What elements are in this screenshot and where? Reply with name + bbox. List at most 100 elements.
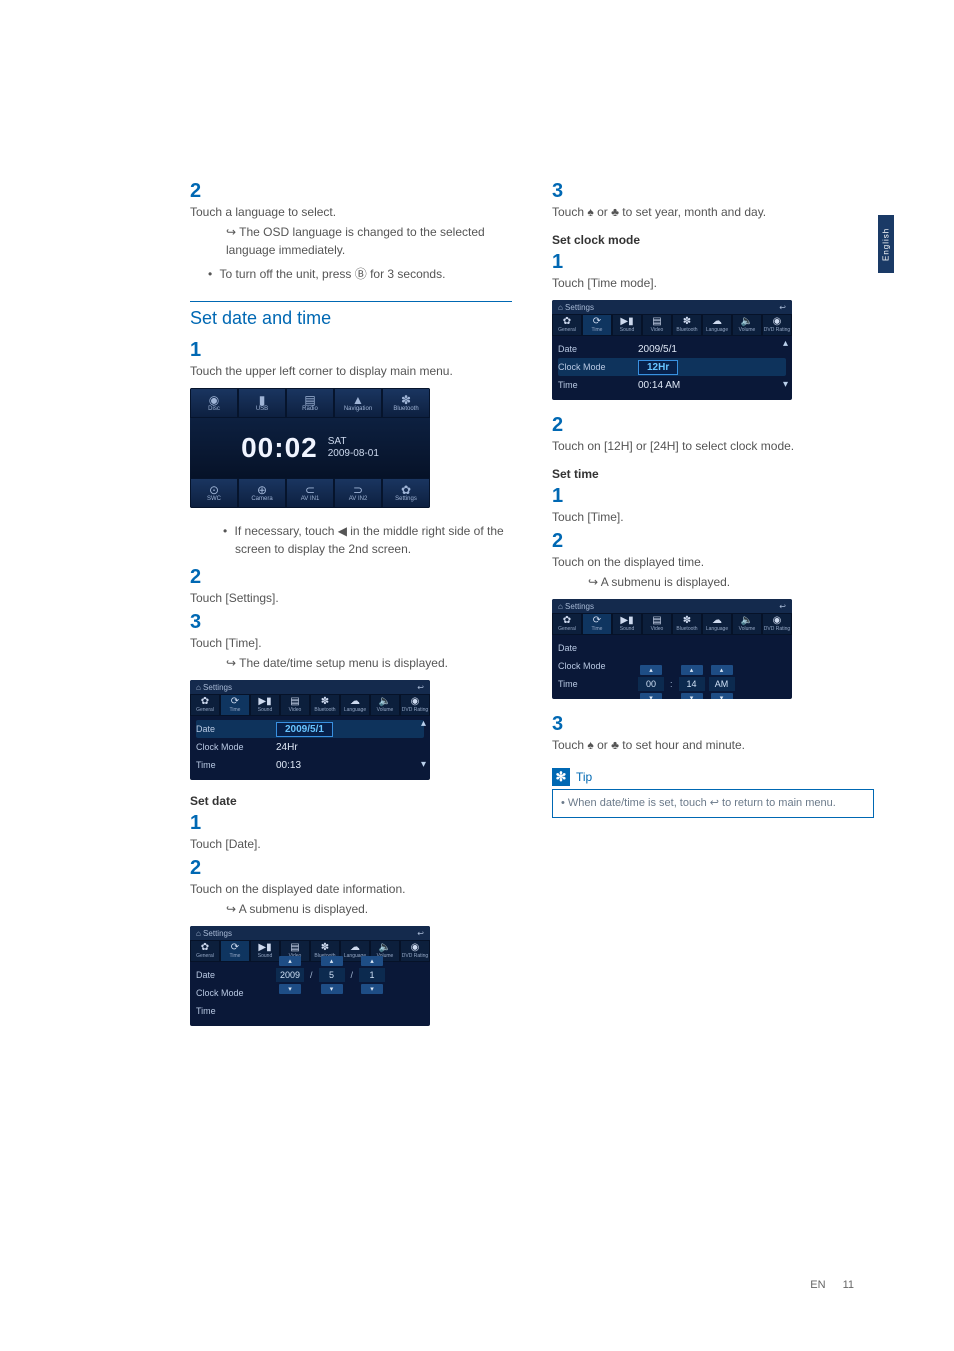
tip-body: When date/time is set, touch ↩ to return…	[552, 789, 874, 818]
step-number: 2	[190, 180, 210, 203]
menu-cell: ⊙SWC	[190, 478, 238, 508]
step-result: The date/time setup menu is displayed.	[190, 654, 512, 672]
subsection-heading: Set time	[552, 467, 874, 481]
clock-day: SAT	[328, 436, 379, 448]
settings-tab: 🔈Volume	[732, 314, 762, 336]
menu-cell: ✿Settings	[382, 478, 430, 508]
settings-row: Date▴2009▾/▴5▾/▴1▾	[196, 966, 424, 984]
step-number: 1	[552, 485, 572, 508]
settings-row: Time▴00▾:▴14▾▴AM▾	[558, 675, 786, 693]
step-text: Touch [Time mode].	[552, 274, 850, 292]
settings-tab: ⟳Time	[220, 694, 250, 716]
page-content: 2 Touch a language to select. The OSD la…	[0, 0, 954, 1351]
step-text: Touch [Settings].	[190, 589, 488, 607]
settings-row: Time00:13	[196, 756, 424, 774]
settings-tab: ☁Language	[702, 314, 732, 336]
menu-cell: ▲Navigation	[334, 388, 382, 418]
settings-tab: ⟳Time	[582, 314, 612, 336]
settings-tab: ✽Bluetooth	[672, 314, 702, 336]
settings-tab: ◉DVD Rating	[762, 314, 792, 336]
settings-tab: ✽Bluetooth	[672, 613, 702, 635]
step-text: Touch on the displayed time.	[552, 553, 850, 571]
settings-row: Time	[196, 1002, 424, 1020]
tip-box: ✻ Tip When date/time is set, touch ↩ to …	[552, 768, 874, 818]
step-number: 3	[190, 611, 210, 634]
step-text: Touch [Time].	[552, 508, 850, 526]
step-text: Touch the upper left corner to display m…	[190, 362, 488, 380]
settings-tab: ▤Video	[642, 613, 672, 635]
settings-tab: 🔈Volume	[370, 694, 400, 716]
menu-cell: ⊂AV IN1	[286, 478, 334, 508]
right-column: 3 Touch ♠ or ♣ to set year, month and da…	[552, 180, 874, 1040]
time-spinner-screenshot: ⌂ Settings↩ ✿General⟳Time▶▮Sound▤Video✽B…	[552, 599, 792, 699]
step-number: 2	[190, 857, 210, 880]
settings-tab: ◉DVD Rating	[762, 613, 792, 635]
settings-tab: ✽Bluetooth	[310, 694, 340, 716]
settings-tab: ✿General	[552, 613, 582, 635]
settings-tab: ⟳Time	[220, 940, 250, 962]
step-number: 1	[190, 339, 210, 362]
note-bullet: To turn off the unit, press Ⓑ for 3 seco…	[190, 265, 512, 283]
step-text: Touch ♠ or ♣ to set year, month and day.	[552, 203, 850, 221]
main-menu-screenshot: ◉Disc▮USB▤Radio▲Navigation✽Bluetooth 00:…	[190, 388, 430, 508]
step-text: Touch ♠ or ♣ to set hour and minute.	[552, 736, 850, 754]
settings-tab: ✿General	[190, 940, 220, 962]
step-number: 3	[552, 180, 572, 203]
settings-tab: ✿General	[552, 314, 582, 336]
settings-row: Date2009/5/1	[558, 340, 786, 358]
step-result: A submenu is displayed.	[552, 573, 874, 591]
step-number: 2	[552, 530, 572, 553]
clockmode-screenshot: ⌂ Settings↩ ✿General⟳Time▶▮Sound▤Video✽B…	[552, 300, 792, 400]
settings-row: Clock Mode24Hr	[196, 738, 424, 756]
settings-tab: ▶▮Sound	[250, 694, 280, 716]
menu-cell: ▮USB	[238, 388, 286, 418]
section-heading: Set date and time	[190, 308, 512, 329]
footer-lang: EN	[810, 1279, 825, 1291]
page-footer: EN 11	[810, 1279, 854, 1291]
menu-cell: ⊕Camera	[238, 478, 286, 508]
settings-time-screenshot: ⌂ Settings↩ ✿General⟳Time▶▮Sound▤Video✽B…	[190, 680, 430, 780]
step-number: 3	[552, 713, 572, 736]
settings-tab: ▶▮Sound	[612, 613, 642, 635]
subsection-heading: Set date	[190, 794, 512, 808]
settings-row: Date	[558, 639, 786, 657]
settings-tab: ✿General	[190, 694, 220, 716]
settings-tab: ⟳Time	[582, 613, 612, 635]
tip-label: Tip	[576, 770, 592, 784]
settings-tab: ☁Language	[702, 613, 732, 635]
clock-date: 2009-08-01	[328, 448, 379, 460]
tip-icon: ✻	[552, 768, 570, 786]
clock-time: 00:02	[241, 432, 318, 464]
subsubsection-heading: Set clock mode	[552, 233, 874, 247]
settings-tab: 🔈Volume	[732, 613, 762, 635]
step-number: 1	[190, 812, 210, 835]
settings-row: Time00:14 AM	[558, 376, 786, 394]
step-text: Touch [Time].	[190, 634, 488, 652]
menu-cell: ⊃AV IN2	[334, 478, 382, 508]
menu-cell: ▤Radio	[286, 388, 334, 418]
sub-bullet: If necessary, touch ◀ in the middle righ…	[190, 522, 512, 558]
step-text: Touch on the displayed date information.	[190, 880, 488, 898]
settings-tab: ◉DVD Rating	[400, 940, 430, 962]
left-column: 2 Touch a language to select. The OSD la…	[190, 180, 512, 1040]
menu-cell: ✽Bluetooth	[382, 388, 430, 418]
settings-tab: ▤Video	[280, 694, 310, 716]
settings-row: Clock Mode12Hr	[558, 358, 786, 376]
step-text: Touch [Date].	[190, 835, 488, 853]
footer-page: 11	[843, 1279, 854, 1291]
section-divider	[190, 301, 512, 302]
step-text: Touch on [12H] or [24H] to select clock …	[552, 437, 850, 455]
step-number: 2	[552, 414, 572, 437]
step-result: A submenu is displayed.	[190, 900, 512, 918]
settings-tab: ▶▮Sound	[612, 314, 642, 336]
settings-row: Date2009/5/1	[196, 720, 424, 738]
settings-tab: ☁Language	[340, 694, 370, 716]
step-result: The OSD language is changed to the selec…	[190, 223, 512, 259]
date-spinner-screenshot: ⌂ Settings↩ ✿General⟳Time▶▮Sound▤Video✽B…	[190, 926, 430, 1026]
settings-tab: ▤Video	[642, 314, 672, 336]
settings-tab: ◉DVD Rating	[400, 694, 430, 716]
menu-cell: ◉Disc	[190, 388, 238, 418]
step-text: Touch a language to select.	[190, 203, 488, 221]
step-number: 2	[190, 566, 210, 589]
step-number: 1	[552, 251, 572, 274]
